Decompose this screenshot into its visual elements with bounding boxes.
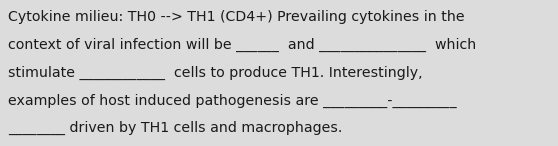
Text: stimulate ____________  cells to produce TH1. Interestingly,: stimulate ____________ cells to produce … <box>8 66 423 80</box>
Text: examples of host induced pathogenesis are _________-_________: examples of host induced pathogenesis ar… <box>8 93 457 108</box>
Text: ________ driven by TH1 cells and macrophages.: ________ driven by TH1 cells and macroph… <box>8 121 343 135</box>
Text: Cytokine milieu: TH0 --> TH1 (CD4+) Prevailing cytokines in the: Cytokine milieu: TH0 --> TH1 (CD4+) Prev… <box>8 10 465 24</box>
Text: context of viral infection will be ______  and _______________  which: context of viral infection will be _____… <box>8 38 477 52</box>
